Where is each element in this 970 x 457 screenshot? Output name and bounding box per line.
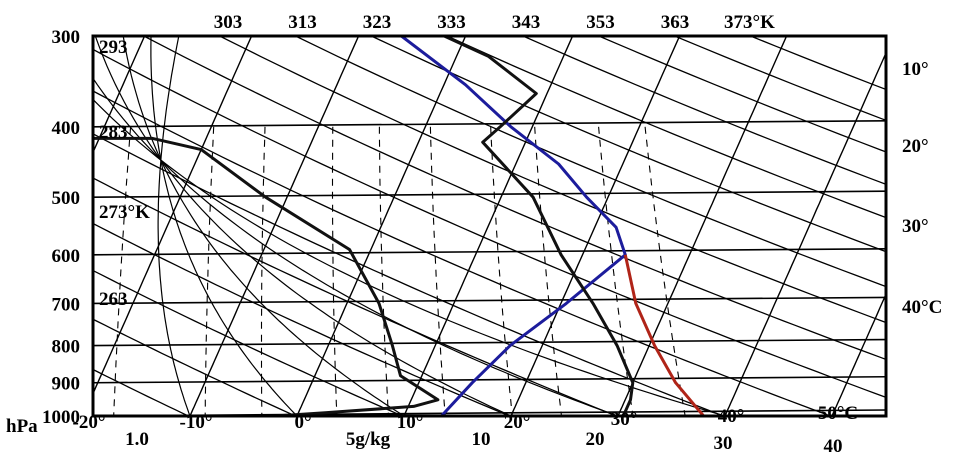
mixing-ratio-line (490, 126, 513, 416)
moist-adiabat-line (94, 36, 513, 416)
moist-adiabat-line (157, 36, 191, 416)
theta-top-label: 363 (661, 12, 690, 33)
pressure-unit-label: hPa (6, 416, 38, 437)
pressure-tick-label: 1000 (42, 407, 80, 428)
isotherm-line (93, 36, 146, 154)
isobar-line (93, 247, 886, 256)
right-temperature-label: 20° (902, 136, 929, 157)
sounding-line-3 (93, 136, 440, 416)
mixing-ratio-label: 40 (824, 436, 843, 457)
theta-left-label: 283 (99, 122, 128, 143)
temperature-tick-label: -20° (73, 412, 106, 433)
isotherm-line (931, 0, 970, 434)
dry-adiabat-line (93, 368, 190, 416)
temperature-tick-label: 0° (294, 412, 311, 433)
theta-top-label: 333 (437, 12, 466, 33)
isotherm-line (510, 36, 681, 416)
pressure-tick-label: 900 (52, 374, 81, 395)
dry-adiabat-line (93, 318, 297, 416)
diagram-grid (0, 0, 970, 434)
moist-adiabat-line (150, 36, 298, 416)
theta-top-label: 373°K (724, 12, 775, 33)
dry-adiabat-line (93, 133, 726, 416)
theta-top-label: 353 (586, 12, 615, 33)
isotherm-line (296, 36, 467, 416)
mixing-ratio-label: 30 (714, 433, 733, 454)
isotherm-line (0, 0, 63, 434)
isobar-line (93, 119, 886, 128)
dry-adiabat-line (445, 36, 886, 219)
theta-top-label: 343 (512, 12, 541, 33)
theta-top-label: 313 (288, 12, 317, 33)
dry-adiabat-line (93, 269, 405, 416)
mixing-ratio-line (378, 126, 390, 416)
theta-left-label: 273°K (99, 202, 150, 223)
mixing-ratio-line (429, 126, 446, 416)
mixing-ratio-label: 10 (472, 429, 491, 450)
dry-adiabat-line (294, 36, 886, 288)
mixing-ratio-line (644, 126, 686, 416)
pressure-tick-label: 700 (52, 294, 81, 315)
dry-adiabat-line (93, 222, 512, 416)
isotherm-line (403, 36, 574, 416)
sounding-line-2 (623, 254, 705, 416)
isotherm-line (831, 292, 886, 416)
mixing-ratio-label: 5g/kg (346, 429, 391, 450)
dry-adiabat-line (142, 36, 886, 361)
right-temperature-label: 30° (902, 216, 929, 237)
isobar-line (93, 296, 886, 305)
pressure-tick-label: 300 (52, 27, 81, 48)
mixing-ratio-label: 1.0 (125, 429, 149, 450)
isobar-line (93, 375, 886, 384)
right-temperature-label: 10° (902, 59, 929, 80)
temperature-tick-label: 50°C (818, 403, 858, 424)
moist-adiabat-line (93, 98, 728, 416)
pressure-tick-label: 500 (52, 188, 81, 209)
moist-adiabat-line (93, 77, 620, 416)
temperature-tick-label: 30° (611, 409, 638, 430)
sounding-line-1 (400, 36, 627, 416)
mixing-ratio-line (534, 126, 563, 416)
theta-left-label: 293 (99, 37, 128, 58)
temperature-tick-label: 40° (718, 406, 745, 427)
dry-adiabat-line (218, 36, 886, 324)
mixing-ratio-line (204, 126, 215, 416)
dry-adiabat-line (93, 90, 833, 416)
moist-adiabat-line (122, 36, 406, 416)
isotherm-line (189, 36, 360, 416)
dry-adiabat-line (93, 177, 619, 416)
pressure-tick-label: 600 (52, 246, 81, 267)
pressure-tick-label: 400 (52, 118, 81, 139)
temperature-tick-label: -10° (180, 412, 213, 433)
plot-frame (91, 34, 888, 418)
mixing-ratio-line (260, 126, 266, 416)
sounding-line-4 (443, 36, 635, 416)
temperature-tick-label: 20° (504, 412, 531, 433)
isotherm-line (724, 51, 886, 416)
theta-top-label: 303 (214, 12, 243, 33)
isobar-line (93, 338, 886, 347)
theta-left-label: 263 (99, 289, 128, 310)
isotherm-line (617, 36, 788, 416)
mixing-ratio-line (331, 126, 338, 416)
mixing-ratio-line (113, 126, 132, 416)
dry-adiabat-line (672, 36, 886, 122)
mixing-ratio-label: 20 (586, 429, 605, 450)
temperature-tick-label: 10° (397, 412, 424, 433)
dry-adiabat-line (0, 0, 10, 434)
pressure-tick-label: 800 (52, 337, 81, 358)
isobar-line (93, 190, 886, 199)
dry-adiabat-line (369, 36, 886, 253)
right-temperature-label: 40°C (902, 297, 942, 318)
dry-adiabat-line (597, 36, 886, 153)
dry-adiabat-line (521, 36, 886, 186)
sounding-lines (93, 36, 705, 416)
theta-top-label: 323 (363, 12, 392, 33)
